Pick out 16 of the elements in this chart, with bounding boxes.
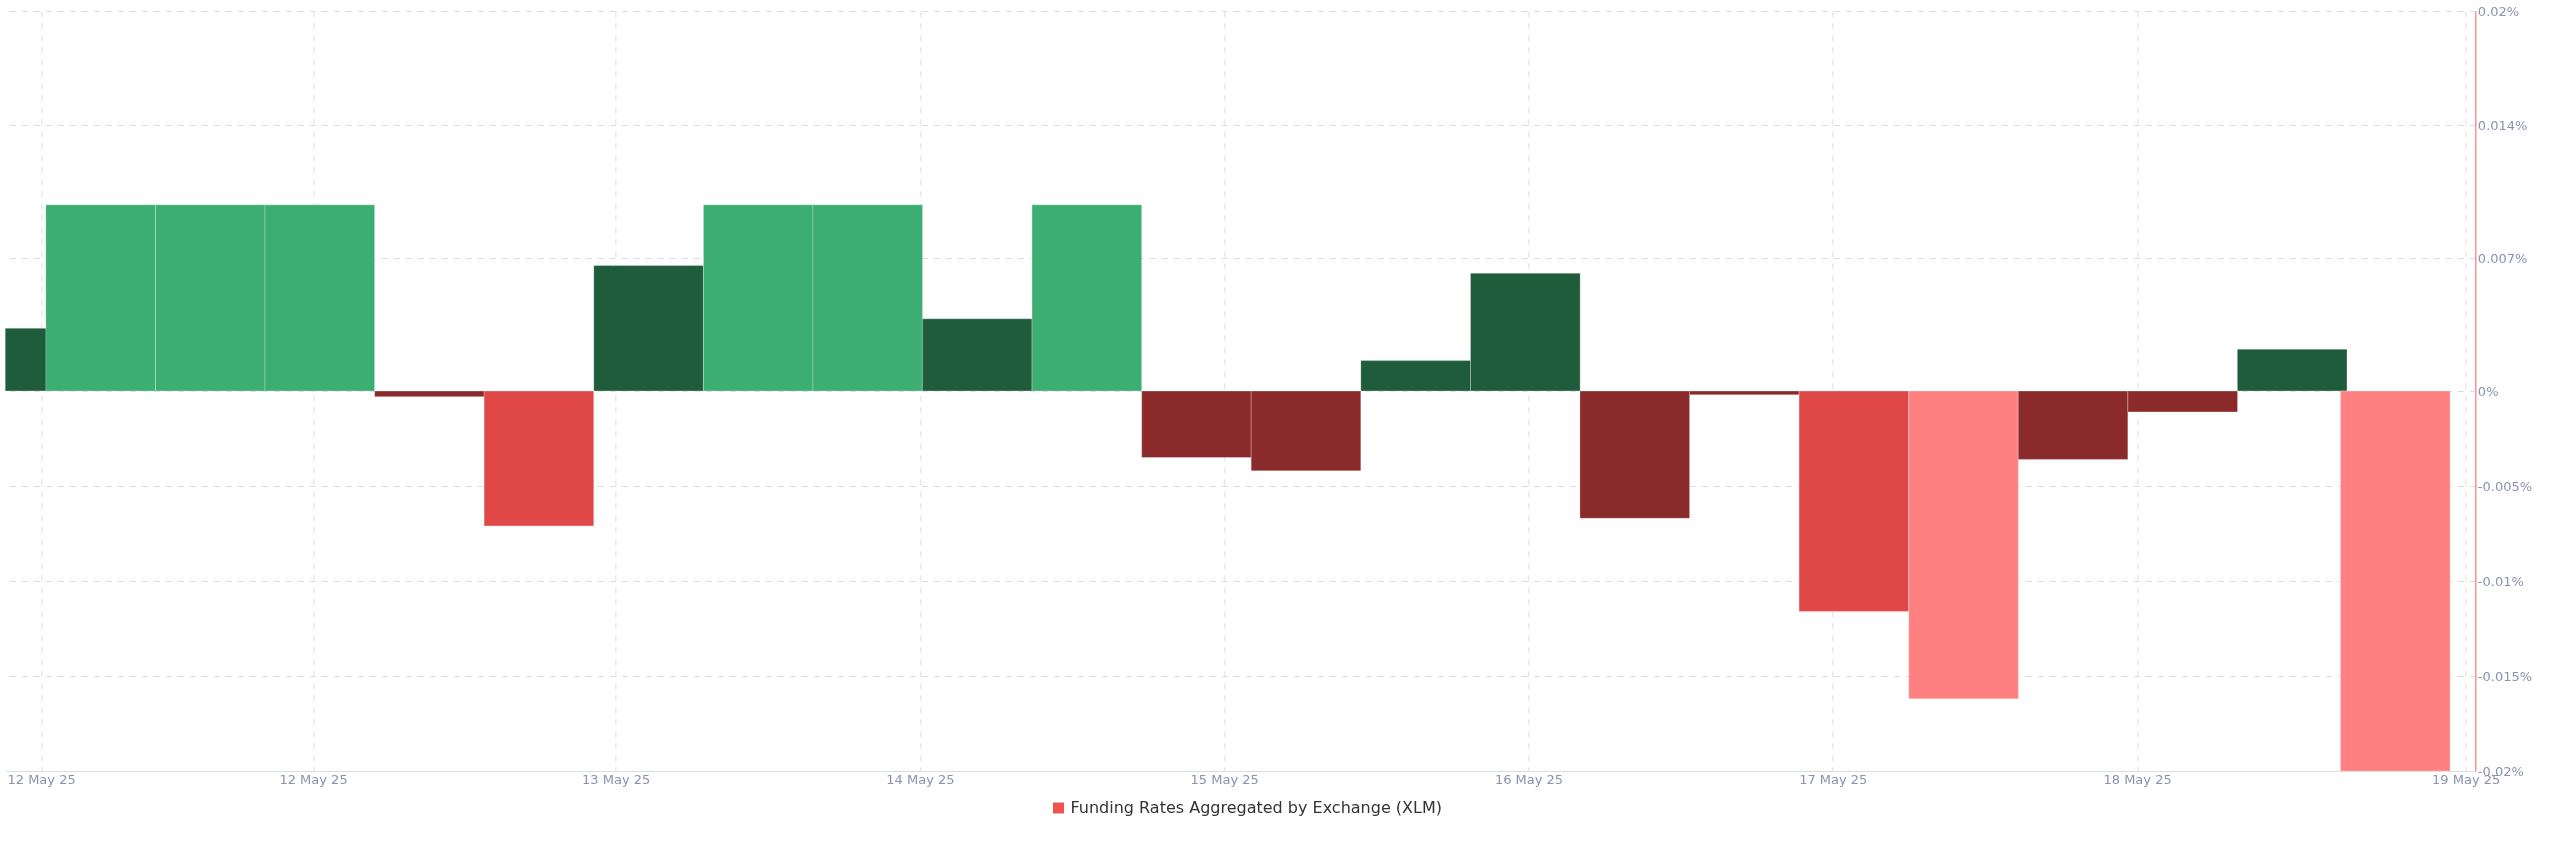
x-tick-label: 16 May 25 xyxy=(1494,771,1564,787)
y-tick-label: -0.015% xyxy=(2477,668,2533,684)
y-tick-label: 0.007% xyxy=(2477,250,2528,266)
x-tick-label: 14 May 25 xyxy=(886,771,955,787)
y-tick-label: 0.014% xyxy=(2477,117,2528,133)
x-tick-label: 13 May 25 xyxy=(582,771,651,787)
y-tick-label: -0.005% xyxy=(2477,478,2533,494)
y-tick-label: -0.01% xyxy=(2477,573,2524,589)
x-tick-label: 18 May 25 xyxy=(2103,771,2172,787)
x-tick-label: 12 May 25 xyxy=(7,771,76,787)
legend-label: Funding Rates Aggregated by Exchange (XLM) xyxy=(1070,798,1442,817)
x-tick-label: 15 May 25 xyxy=(1190,771,1259,787)
x-tick-label: 12 May 25 xyxy=(279,771,348,787)
x-tick-label: 17 May 25 xyxy=(1799,771,1868,787)
y-tick-label: 0.02% xyxy=(2477,3,2520,19)
y-tick-label: 0% xyxy=(2477,383,2499,399)
